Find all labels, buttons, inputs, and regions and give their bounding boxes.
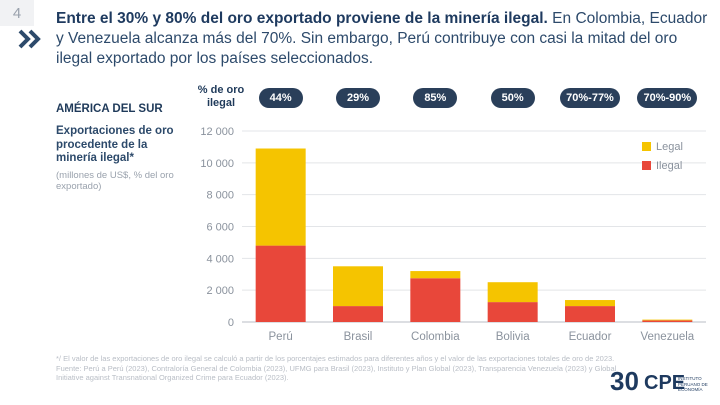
headline-bold: Entre el 30% y 80% del oro exportado pro… — [56, 10, 548, 27]
y-tick-label: 10 000 — [200, 158, 234, 170]
bar-legal — [410, 271, 461, 279]
x-tick-label: Colombia — [411, 331, 460, 343]
legend-swatch-ilegal — [642, 161, 651, 170]
bar-ilegal — [333, 306, 383, 322]
pct-pill-ecuador: 70%-77% — [560, 88, 620, 108]
logo-number: 30 — [610, 366, 639, 396]
bar-legal — [255, 148, 306, 246]
bar-legal — [565, 300, 615, 307]
bar-legal — [642, 319, 693, 321]
legend-swatch-legal — [642, 142, 651, 151]
chart-description: AMÉRICA DEL SUR Exportaciones de oro pro… — [56, 103, 174, 193]
pct-pill-colombia: 85% — [413, 88, 458, 108]
legend-label: Ilegal — [656, 160, 682, 172]
bar-legal — [333, 266, 383, 307]
logo: 30 CPE INSTITUTO PERUANO DE ECONOMÍA — [610, 366, 710, 398]
headline-rest: En Colombia, Ecuador y Venezuela alcanza… — [56, 10, 708, 67]
bar-ilegal — [487, 302, 538, 322]
headline: Entre el 30% y 80% del oro exportado pro… — [56, 9, 712, 69]
logo-letters: CPE — [644, 372, 686, 394]
logo-subtitle: INSTITUTO PERUANO DE ECONOMÍA — [678, 376, 708, 392]
x-tick-label: Bolivia — [496, 331, 530, 343]
x-tick-label: Brasil — [344, 331, 373, 343]
chevron-right-icon — [18, 29, 41, 49]
bar-ilegal — [642, 320, 693, 322]
y-tick-label: 0 — [228, 317, 234, 329]
y-tick-label: 2 000 — [206, 285, 234, 297]
y-tick-label: 6 000 — [206, 222, 234, 234]
pct-header: % de oro ilegal — [197, 84, 245, 109]
pct-pill-brasil: 29% — [336, 88, 380, 108]
pct-pill-peru: 44% — [258, 88, 303, 108]
legend-label: Legal — [656, 141, 683, 153]
x-tick-label: Ecuador — [569, 331, 612, 343]
y-tick-label: 12 000 — [200, 126, 234, 138]
bar-legal — [487, 282, 538, 303]
pct-pill-bolivia: 50% — [490, 88, 535, 108]
x-tick-label: Perú — [269, 331, 293, 343]
slide-number: 4 — [0, 0, 34, 26]
chart-units: (millones de US$, % del oro exportado) — [56, 169, 174, 193]
y-tick-label: 4 000 — [206, 253, 234, 265]
pct-pill-venezuela: 70%-90% — [637, 88, 698, 108]
chart-subtitle: Exportaciones de oro procedente de la mi… — [56, 125, 174, 164]
bar-ilegal — [255, 245, 306, 322]
bar-ilegal — [565, 306, 615, 322]
footnote: */ El valor de las exportaciones de oro … — [56, 354, 617, 382]
x-tick-label: Venezuela — [640, 331, 694, 343]
bar-ilegal — [410, 278, 461, 322]
region-label: AMÉRICA DEL SUR — [56, 103, 163, 115]
y-tick-label: 8 000 — [206, 190, 234, 202]
